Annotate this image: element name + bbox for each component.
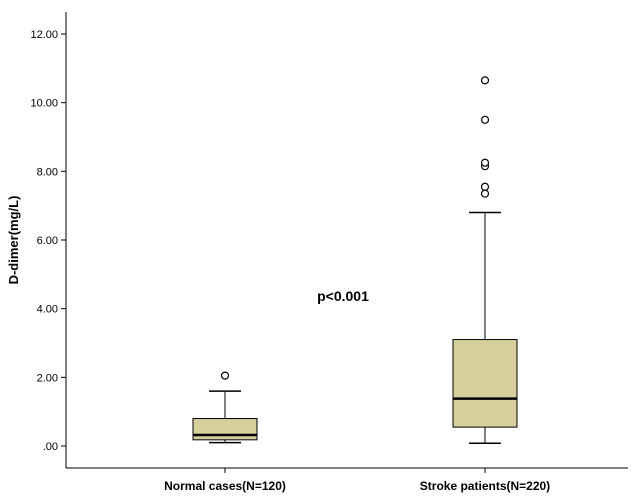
y-axis-ticks: .00 2.00 4.00 6.00 8.00 10.00 12.00 — [30, 29, 66, 453]
y-tick-label: 10.00 — [30, 98, 58, 110]
y-tick-label: 4.00 — [37, 304, 58, 316]
outlier-point — [480, 182, 490, 191]
outlier-point — [480, 76, 490, 85]
box-group — [192, 371, 258, 444]
outlier-point — [480, 158, 490, 167]
outlier-point — [220, 371, 230, 380]
outlier-point — [480, 189, 490, 198]
iqr-box — [192, 418, 258, 441]
y-tick-label: 2.00 — [37, 372, 58, 384]
p-value-annotation: p<0.001 — [317, 288, 369, 304]
y-tick-label: 12.00 — [30, 29, 58, 41]
iqr-box — [452, 339, 518, 428]
x-category-label: Stroke patients(N=220) — [420, 479, 550, 493]
outlier-point — [480, 115, 490, 124]
y-tick-label: 6.00 — [37, 235, 58, 247]
y-axis-title: D-dimer(mg/L) — [6, 196, 21, 285]
x-axis-labels: Normal cases(N=120) Stroke patients(N=220… — [164, 468, 550, 493]
boxes-layer — [192, 76, 518, 445]
box-group — [452, 76, 518, 445]
plot-area — [65, 12, 628, 469]
y-tick-label: .00 — [43, 441, 58, 453]
y-tick-label: 8.00 — [37, 166, 58, 178]
x-category-label: Normal cases(N=120) — [164, 479, 286, 493]
